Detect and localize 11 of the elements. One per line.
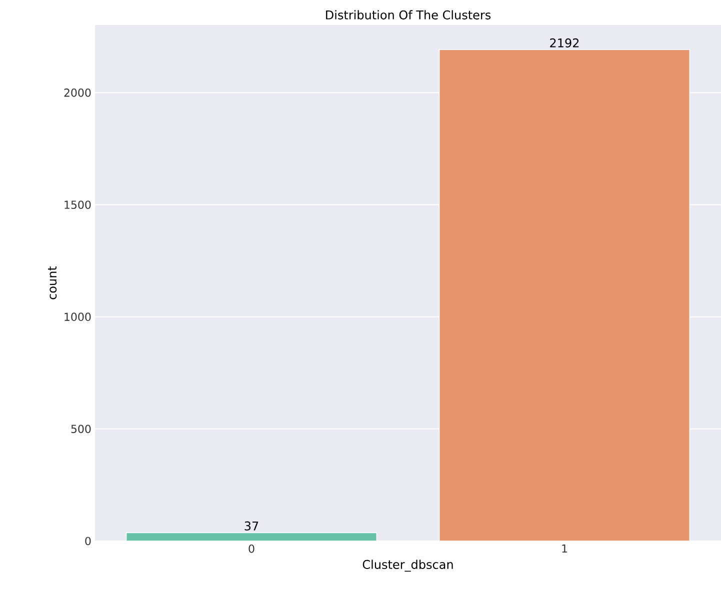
y-tick-label: 0	[85, 536, 91, 546]
y-axis-title: count	[48, 266, 57, 300]
data-label: 2192	[550, 38, 579, 48]
y-tick-label: 1500	[64, 200, 91, 209]
y-tick-label: 1000	[64, 312, 91, 321]
x-axis-title: Cluster_dbscan	[362, 560, 453, 572]
x-tick-label: 1	[562, 544, 567, 553]
chart-title: Distribution Of The Clusters	[326, 10, 491, 20]
y-tick-label: 500	[71, 424, 91, 434]
y-tick-label: 2000	[64, 88, 91, 97]
data-label: 37	[244, 521, 258, 530]
